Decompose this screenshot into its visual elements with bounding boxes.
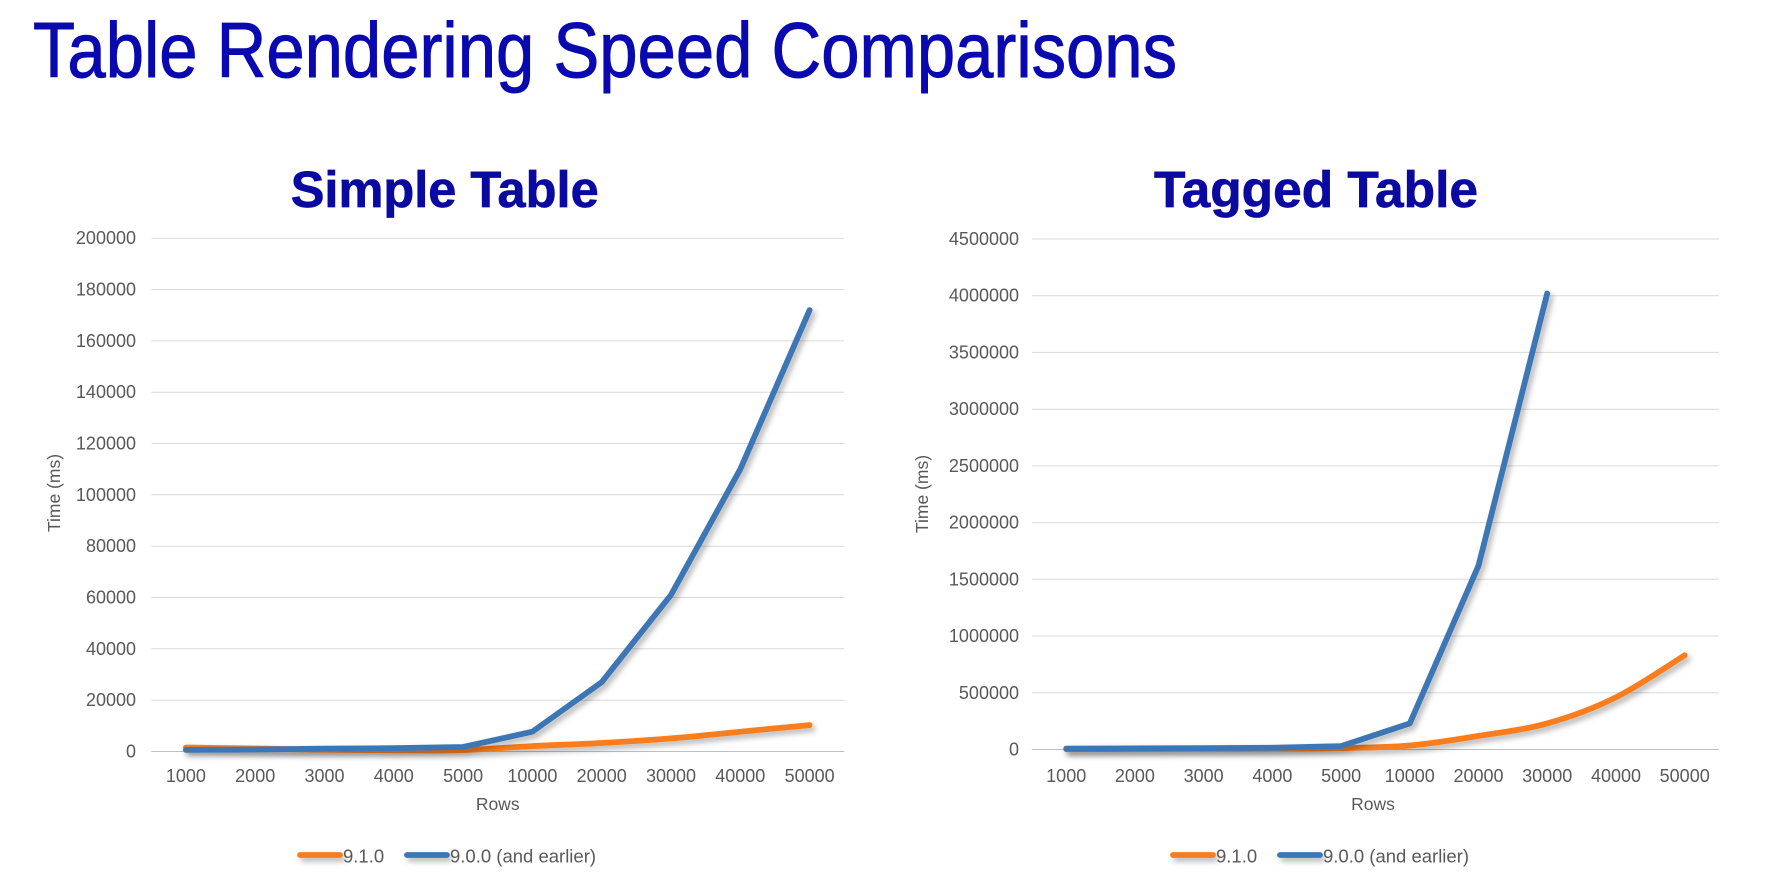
svg-text:Table Rendering Speed Comparis: Table Rendering Speed Comparisons	[33, 6, 1177, 94]
svg-text:5000: 5000	[1321, 766, 1361, 786]
svg-text:20000: 20000	[577, 766, 627, 786]
svg-text:10000: 10000	[1385, 766, 1435, 786]
svg-text:0: 0	[126, 742, 136, 762]
svg-text:4000: 4000	[374, 766, 414, 786]
svg-text:3500000: 3500000	[949, 342, 1019, 362]
svg-text:1500000: 1500000	[949, 569, 1019, 589]
svg-text:1000: 1000	[1046, 766, 1086, 786]
svg-text:40000: 40000	[86, 639, 136, 659]
svg-text:500000: 500000	[959, 683, 1019, 703]
svg-text:100000: 100000	[76, 485, 136, 505]
svg-text:30000: 30000	[1522, 766, 1572, 786]
svg-text:4000000: 4000000	[949, 286, 1019, 306]
svg-text:Simple Table: Simple Table	[291, 161, 599, 218]
svg-text:10000: 10000	[507, 766, 557, 786]
svg-text:40000: 40000	[1591, 766, 1641, 786]
svg-text:120000: 120000	[76, 434, 136, 454]
svg-text:3000: 3000	[1184, 766, 1224, 786]
svg-text:1000: 1000	[166, 766, 206, 786]
svg-text:5000: 5000	[443, 766, 483, 786]
svg-text:Rows: Rows	[476, 794, 520, 814]
svg-text:Rows: Rows	[1351, 794, 1395, 814]
svg-text:60000: 60000	[86, 588, 136, 608]
svg-text:Time (ms): Time (ms)	[912, 455, 932, 533]
svg-text:140000: 140000	[76, 382, 136, 402]
svg-text:180000: 180000	[76, 280, 136, 300]
svg-text:9.1.0: 9.1.0	[343, 846, 384, 867]
svg-text:200000: 200000	[76, 228, 136, 248]
svg-text:4000: 4000	[1252, 766, 1292, 786]
svg-text:40000: 40000	[715, 766, 765, 786]
svg-text:160000: 160000	[76, 331, 136, 351]
svg-text:50000: 50000	[785, 766, 835, 786]
svg-text:2000: 2000	[235, 766, 275, 786]
svg-text:3000: 3000	[304, 766, 344, 786]
svg-text:80000: 80000	[86, 536, 136, 556]
svg-text:Time (ms): Time (ms)	[44, 454, 64, 532]
svg-text:2000: 2000	[1115, 766, 1155, 786]
svg-text:9.1.0: 9.1.0	[1216, 846, 1257, 867]
svg-text:4500000: 4500000	[949, 229, 1019, 249]
svg-text:20000: 20000	[1453, 766, 1503, 786]
svg-text:50000: 50000	[1660, 766, 1710, 786]
svg-text:2500000: 2500000	[949, 456, 1019, 476]
svg-text:20000: 20000	[86, 690, 136, 710]
svg-text:1000000: 1000000	[949, 626, 1019, 646]
svg-text:3000000: 3000000	[949, 399, 1019, 419]
svg-text:Tagged Table: Tagged Table	[1154, 161, 1478, 218]
svg-text:9.0.0 (and earlier): 9.0.0 (and earlier)	[1323, 846, 1469, 867]
svg-text:9.0.0 (and earlier): 9.0.0 (and earlier)	[450, 846, 596, 867]
svg-text:30000: 30000	[646, 766, 696, 786]
svg-text:0: 0	[1009, 740, 1019, 760]
svg-text:2000000: 2000000	[949, 513, 1019, 533]
